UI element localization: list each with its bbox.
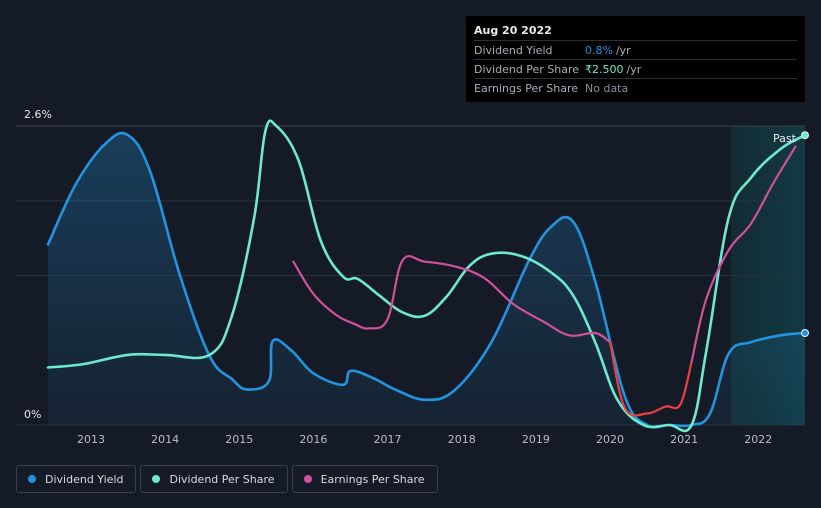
dividend-yield-end-marker [801,329,809,337]
dividend-per-share-end-marker [801,131,809,140]
x-tick-label: 2016 [299,433,327,446]
x-tick-label: 2021 [670,433,698,446]
earnings-per-share-line [292,255,612,344]
tooltip-value: 0.8% [585,43,613,57]
earnings-per-share-line-negative [608,341,693,417]
x-tick-label: 2014 [151,433,179,446]
legend-dot-icon [152,475,161,483]
tooltip-row-dividend-per-share: Dividend Per Share ₹2.500 /yr [474,60,797,79]
tooltip-date: Aug 20 2022 [474,16,797,41]
legend-dot-icon [28,475,36,483]
dividend-per-share-line [46,119,807,433]
legend-dot-icon [303,475,312,483]
x-tick-label: 2018 [448,433,476,446]
tooltip-row-earnings-per-share: Earnings Per Share No data [474,79,797,97]
tooltip-label: Dividend Yield [474,43,553,57]
legend-item-earnings-per-share[interactable]: Earnings Per Share [291,465,438,493]
earnings-per-share-line [690,145,797,363]
dividend-yield-line [46,131,807,429]
x-tick-label: 2019 [522,433,550,446]
tooltip-unit: /yr [626,62,642,76]
x-tick-label: 2015 [225,433,253,446]
past-label: Past [773,132,797,145]
y-tick-label-top: 2.6% [24,108,52,121]
legend-label: Earnings Per Share [320,472,425,486]
tooltip-unit: /yr [615,43,631,57]
legend-item-dividend-yield[interactable]: Dividend Yield [16,465,137,493]
tooltip-label: Dividend Per Share [474,62,580,76]
x-tick-label: 2020 [596,433,624,446]
dividend-yield-area [48,133,805,428]
tooltip: Aug 20 2022 Dividend Yield 0.8% /yr Divi… [466,16,805,102]
tooltip-value: ₹2.500 [585,62,624,76]
tooltip-row-dividend-yield: Dividend Yield 0.8% /yr [474,41,797,60]
legend-label: Dividend Yield [45,472,124,486]
tooltip-value: No data [585,81,629,95]
x-tick-label: 2013 [77,433,105,446]
y-tick-label-bottom: 0% [24,408,41,421]
x-tick-label: 2017 [374,433,402,446]
x-tick-label: 2022 [744,433,772,446]
legend: Dividend Yield Dividend Per Share Earnin… [16,465,438,493]
legend-item-dividend-per-share[interactable]: Dividend Per Share [140,465,288,493]
tooltip-label: Earnings Per Share [474,81,579,95]
legend-label: Dividend Per Share [169,472,275,486]
